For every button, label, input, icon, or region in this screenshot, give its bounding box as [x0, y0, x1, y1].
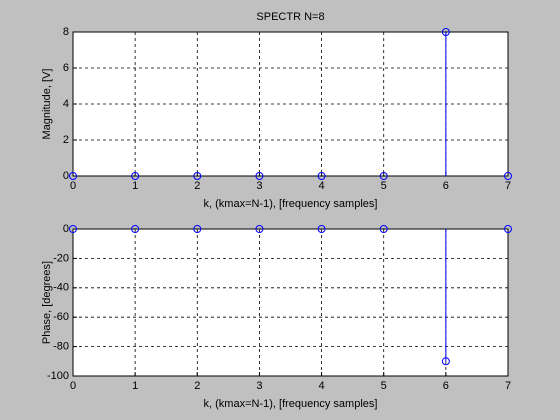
x-tick-label: 4: [319, 380, 325, 392]
stem-marker: [193, 225, 202, 233]
x-tick-label: 5: [381, 180, 387, 192]
stem-marker: [379, 225, 388, 233]
x-tick-label: 6: [443, 180, 449, 192]
stem-marker: [131, 225, 140, 233]
stem-marker: [504, 225, 512, 233]
stem-marker: [193, 172, 202, 180]
x-axis-label: k, (kmax=N-1), [frequency samples]: [204, 198, 378, 210]
x-axis-label: k, (kmax=N-1), [frequency samples]: [204, 398, 378, 410]
x-tick-label: 4: [319, 180, 325, 192]
x-tick-label: 0: [70, 180, 76, 192]
y-tick-label: -60: [53, 311, 69, 323]
x-tick-label: 7: [505, 380, 511, 392]
y-tick-label: 0: [63, 170, 69, 182]
y-tick-label: -100: [47, 370, 69, 382]
y-tick-label: 6: [63, 62, 69, 74]
x-tick-label: 1: [132, 380, 138, 392]
stem-marker: [441, 28, 450, 36]
axes-box: [72, 31, 509, 177]
stem-marker: [504, 172, 512, 180]
stem-marker: [379, 172, 388, 180]
stem-marker: [255, 172, 264, 180]
y-tick-label: -20: [53, 252, 69, 264]
stem-marker: [441, 357, 450, 366]
axes-box: [72, 228, 509, 377]
x-tick-label: 0: [70, 380, 76, 392]
x-tick-label: 2: [194, 180, 200, 192]
y-tick-label: 2: [63, 134, 69, 146]
x-tick-label: 3: [256, 180, 262, 192]
stem-marker: [69, 172, 77, 180]
y-axis-label: Phase, [degrees]: [41, 261, 53, 344]
y-tick-label: -40: [53, 282, 69, 294]
y-tick-label: 0: [63, 223, 69, 235]
x-tick-label: 2: [194, 380, 200, 392]
y-tick-label: 4: [63, 98, 69, 110]
x-tick-label: 1: [132, 180, 138, 192]
y-axis-label: Magnitude, [V]: [41, 69, 53, 140]
stem-marker: [131, 172, 140, 180]
y-tick-label: 8: [63, 26, 69, 38]
chart-title: SPECTR N=8: [256, 11, 324, 23]
stem-marker: [69, 225, 77, 233]
stem-marker: [317, 172, 326, 180]
stem-marker: [255, 225, 264, 233]
y-tick-label: -80: [53, 341, 69, 353]
axes-background: [73, 229, 508, 376]
x-tick-label: 3: [256, 380, 262, 392]
x-tick-label: 6: [443, 380, 449, 392]
stem-marker: [317, 225, 326, 233]
x-tick-label: 5: [381, 380, 387, 392]
x-tick-label: 7: [505, 180, 511, 192]
